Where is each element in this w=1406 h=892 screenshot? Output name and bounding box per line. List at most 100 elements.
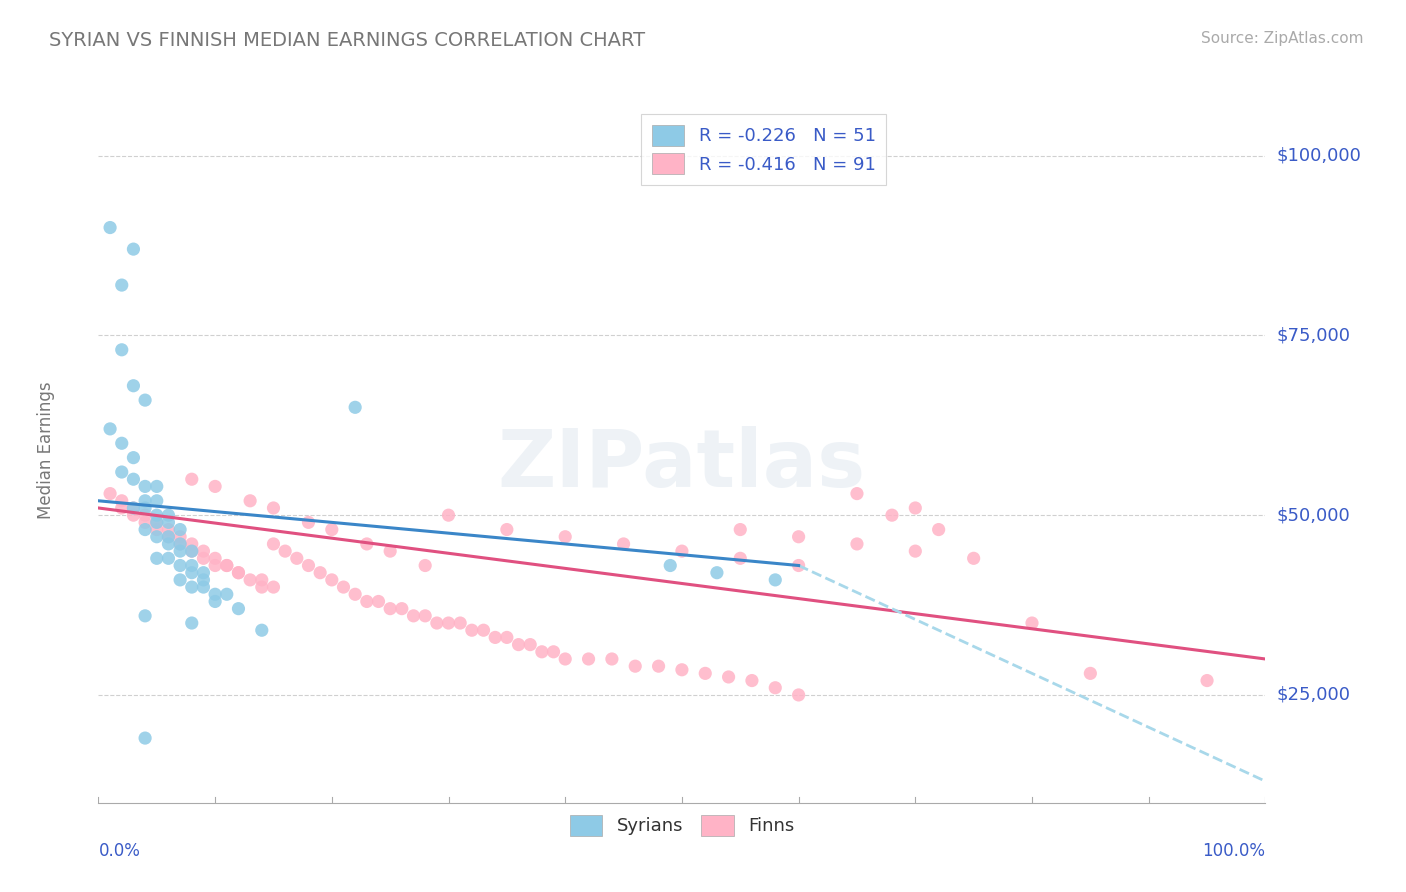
Point [169,558,191,573]
Point [508,638,530,652]
Point [928,523,950,537]
Point [180,544,202,558]
Point [180,566,202,580]
Point [134,393,156,408]
Point [157,530,180,544]
Point [356,537,378,551]
Point [215,587,238,601]
Point [413,608,436,623]
Point [146,523,169,537]
Point [122,500,145,515]
Point [146,479,169,493]
Point [157,551,180,566]
Text: Median Earnings: Median Earnings [37,382,55,519]
Point [180,558,202,573]
Point [122,378,145,392]
Point [543,645,565,659]
Point [484,631,506,645]
Point [356,594,378,608]
Point [228,566,250,580]
Point [250,573,273,587]
Point [904,500,927,515]
Point [193,580,215,594]
Point [380,544,402,558]
Point [309,566,332,580]
Point [111,493,134,508]
Point [146,493,169,508]
Point [763,681,786,695]
Point [193,573,215,587]
Point [169,537,191,551]
Point [122,472,145,486]
Point [134,731,156,745]
Point [461,624,484,638]
Point [730,551,752,566]
Text: $25,000: $25,000 [1277,686,1351,704]
Point [146,551,169,566]
Text: $75,000: $75,000 [1277,326,1351,344]
Point [437,615,460,630]
Point [250,580,273,594]
Point [193,551,215,566]
Point [262,537,284,551]
Text: SYRIAN VS FINNISH MEDIAN EARNINGS CORRELATION CHART: SYRIAN VS FINNISH MEDIAN EARNINGS CORREL… [49,31,645,50]
Text: 100.0%: 100.0% [1202,842,1265,860]
Point [671,663,693,677]
Point [111,278,134,293]
Point [180,544,202,558]
Point [169,530,191,544]
Point [180,580,202,594]
Point [297,516,319,530]
Point [134,479,156,493]
Point [332,580,354,594]
Point [204,558,226,573]
Point [741,673,763,688]
Point [204,594,226,608]
Legend: Syrians, Finns: Syrians, Finns [562,808,801,843]
Point [146,530,169,544]
Point [98,486,121,500]
Point [146,516,169,530]
Point [122,508,145,523]
Point [111,343,134,357]
Point [413,558,436,573]
Point [134,523,156,537]
Point [204,551,226,566]
Point [880,508,903,523]
Point [1021,615,1043,630]
Point [402,608,425,623]
Point [262,580,284,594]
Point [239,573,262,587]
Point [98,220,121,235]
Point [1195,673,1218,688]
Point [134,608,156,623]
Text: Source: ZipAtlas.com: Source: ZipAtlas.com [1201,31,1364,46]
Point [962,551,984,566]
Point [169,573,191,587]
Point [297,558,319,573]
Point [239,493,262,508]
Point [111,436,134,450]
Point [285,551,308,566]
Point [695,666,717,681]
Point [519,638,541,652]
Text: $100,000: $100,000 [1277,146,1361,165]
Point [157,516,180,530]
Point [157,508,180,523]
Point [204,479,226,493]
Point [157,523,180,537]
Point [449,615,471,630]
Point [1080,666,1102,681]
Point [613,537,636,551]
Point [578,652,600,666]
Point [169,523,191,537]
Point [380,601,402,615]
Point [134,516,156,530]
Point [180,615,202,630]
Point [472,624,495,638]
Text: ZIPatlas: ZIPatlas [498,425,866,504]
Point [706,566,728,580]
Point [344,587,367,601]
Point [215,558,238,573]
Point [321,573,343,587]
